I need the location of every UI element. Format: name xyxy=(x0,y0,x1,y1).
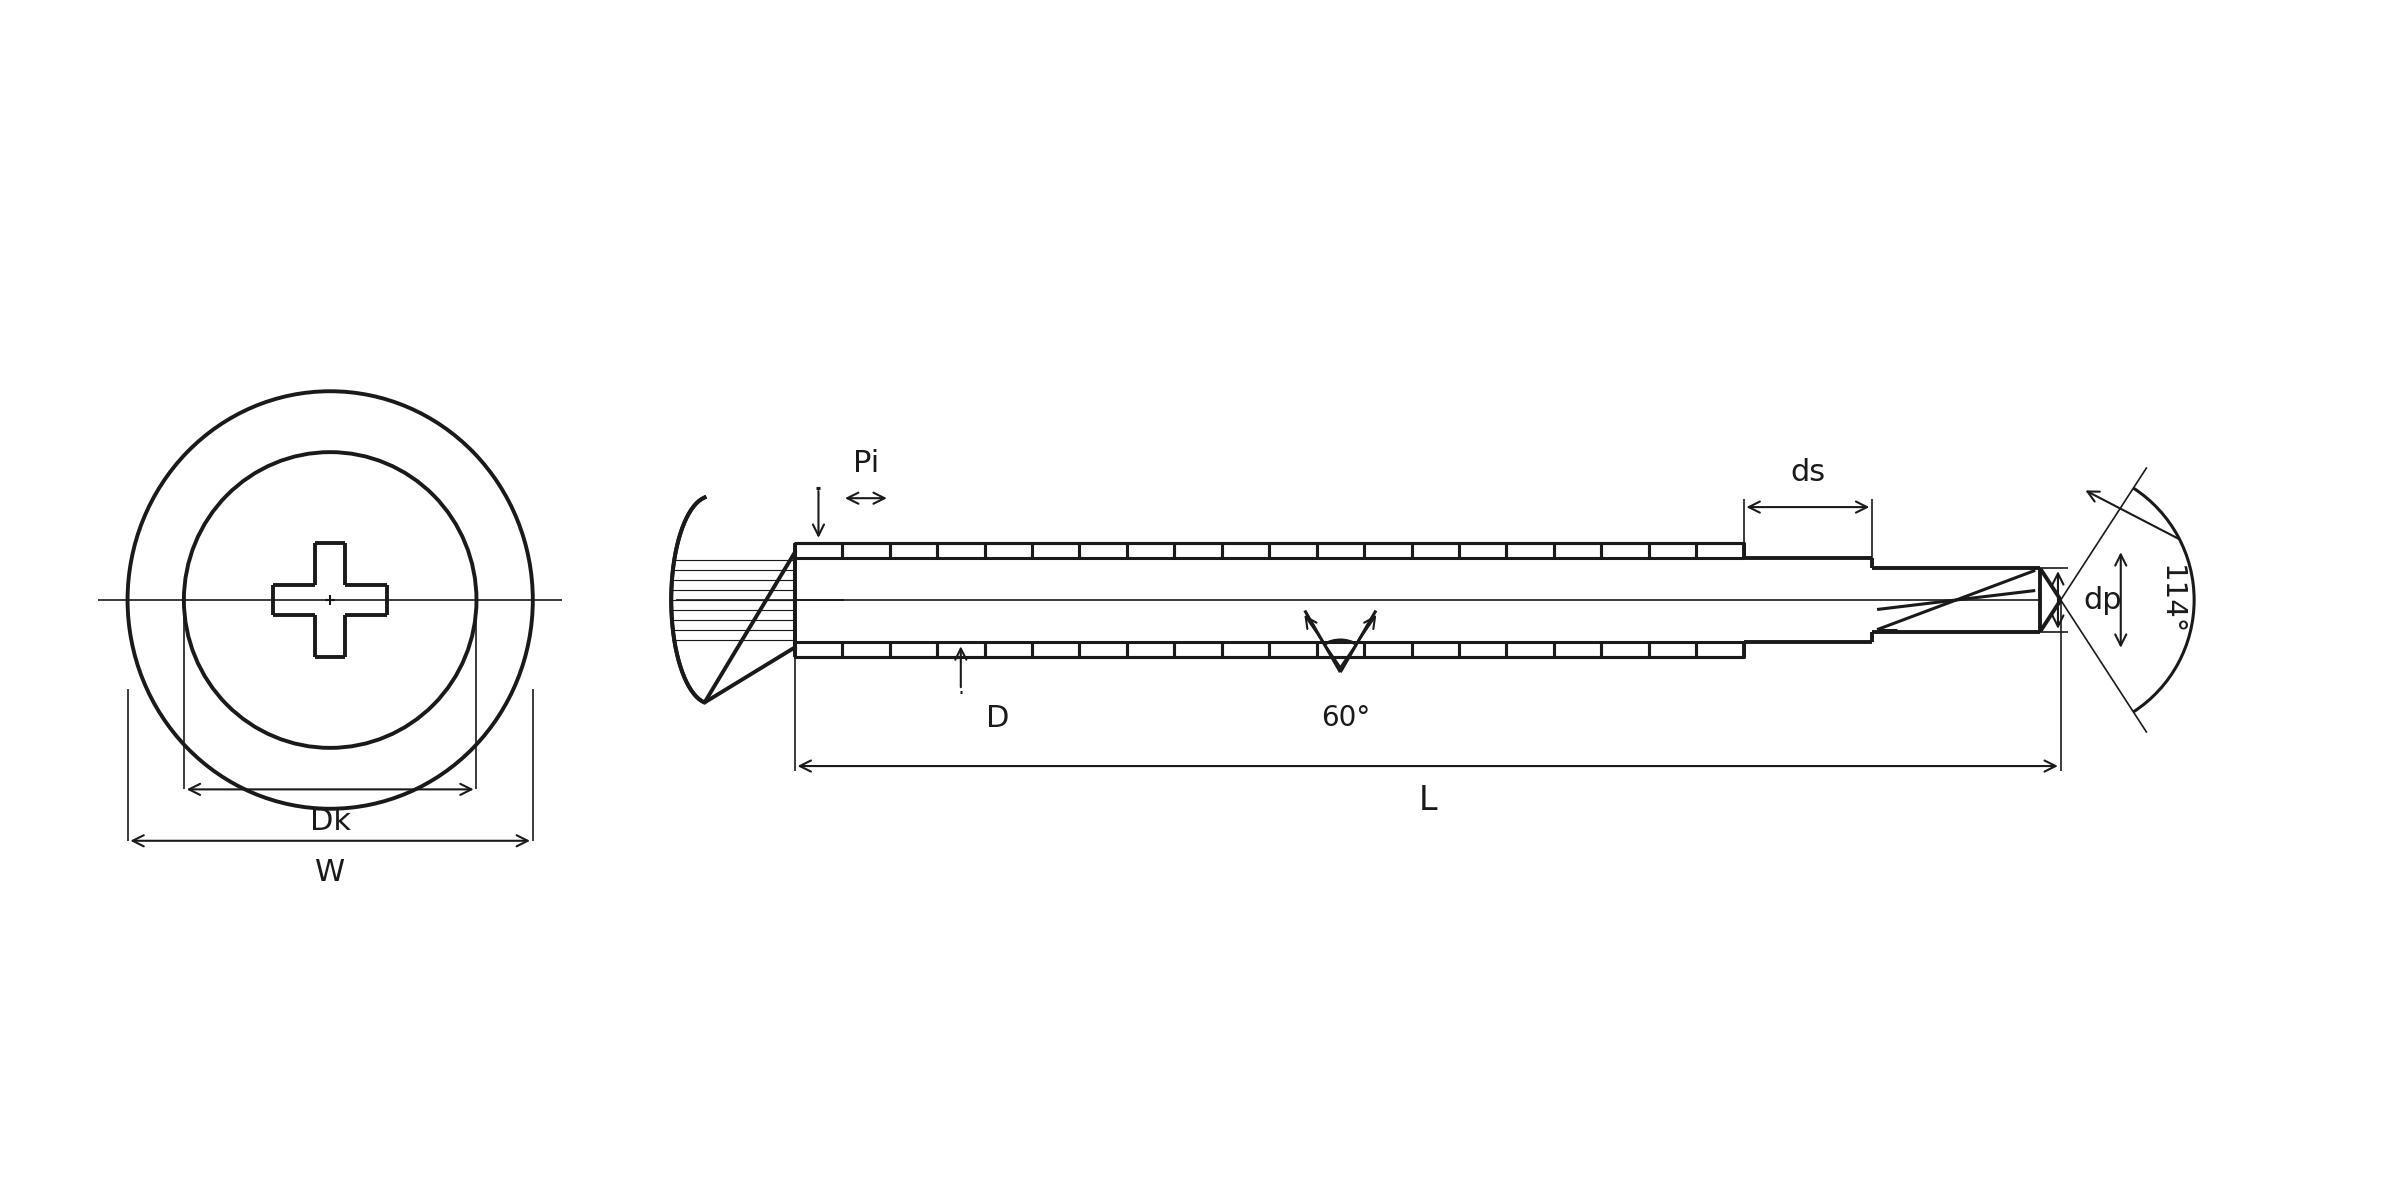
Text: 114°: 114° xyxy=(2158,565,2184,635)
Text: 60°: 60° xyxy=(1320,703,1370,732)
Text: ds: ds xyxy=(1790,458,1826,487)
Text: dp: dp xyxy=(2083,586,2122,614)
Text: L: L xyxy=(1418,784,1438,817)
Text: Dk: Dk xyxy=(310,806,350,835)
Text: Pi: Pi xyxy=(852,449,878,478)
Text: W: W xyxy=(314,858,346,887)
Text: D: D xyxy=(986,703,1008,733)
